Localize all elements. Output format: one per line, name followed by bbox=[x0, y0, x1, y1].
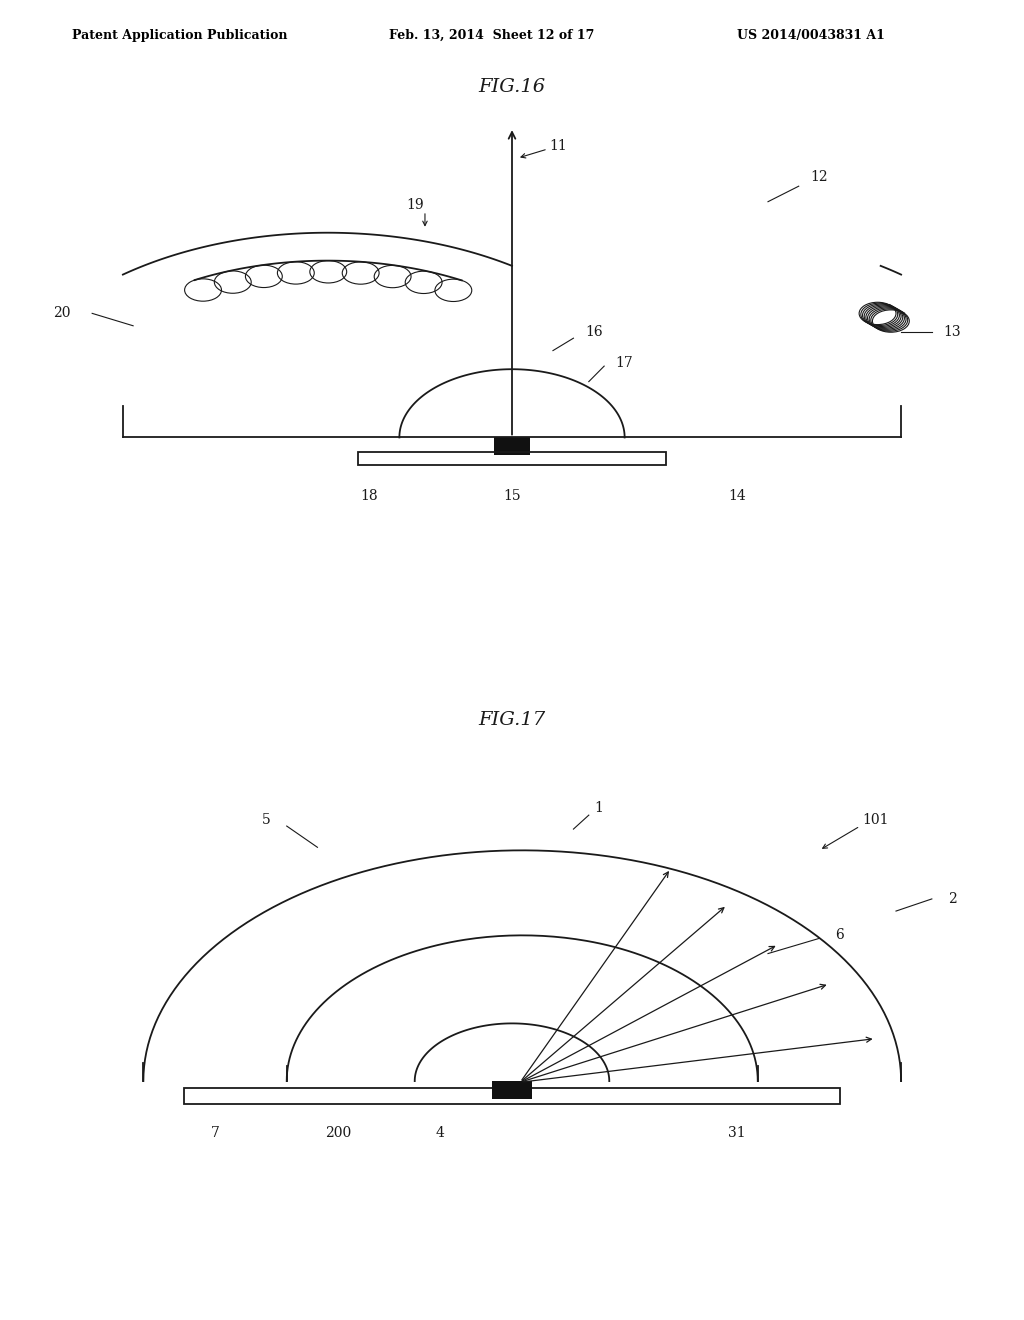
Text: FIG.17: FIG.17 bbox=[478, 710, 546, 729]
Bar bbox=[492, 1081, 532, 1100]
Bar bbox=[184, 1088, 840, 1104]
Text: 4: 4 bbox=[436, 1126, 444, 1139]
Text: 13: 13 bbox=[943, 325, 962, 339]
Text: 11: 11 bbox=[549, 139, 567, 153]
Text: 18: 18 bbox=[359, 490, 378, 503]
Text: 20: 20 bbox=[52, 306, 71, 321]
Text: 6: 6 bbox=[836, 928, 844, 942]
Text: 12: 12 bbox=[810, 170, 828, 183]
Bar bbox=[358, 451, 666, 466]
Text: 16: 16 bbox=[585, 325, 603, 339]
Text: 7: 7 bbox=[211, 1126, 219, 1139]
Text: 2: 2 bbox=[948, 892, 956, 906]
Text: 31: 31 bbox=[728, 1126, 746, 1139]
Text: 14: 14 bbox=[728, 490, 746, 503]
Text: FIG.16: FIG.16 bbox=[478, 78, 546, 95]
Text: Feb. 13, 2014  Sheet 12 of 17: Feb. 13, 2014 Sheet 12 of 17 bbox=[389, 29, 595, 42]
Bar bbox=[495, 437, 530, 455]
Text: Patent Application Publication: Patent Application Publication bbox=[72, 29, 287, 42]
Text: 1: 1 bbox=[595, 801, 603, 814]
Text: US 2014/0043831 A1: US 2014/0043831 A1 bbox=[737, 29, 885, 42]
Text: 15: 15 bbox=[503, 490, 521, 503]
Text: 19: 19 bbox=[406, 198, 424, 211]
Text: 200: 200 bbox=[325, 1126, 351, 1139]
Text: 5: 5 bbox=[262, 813, 270, 828]
Text: 101: 101 bbox=[862, 813, 889, 828]
Text: 17: 17 bbox=[615, 356, 634, 370]
